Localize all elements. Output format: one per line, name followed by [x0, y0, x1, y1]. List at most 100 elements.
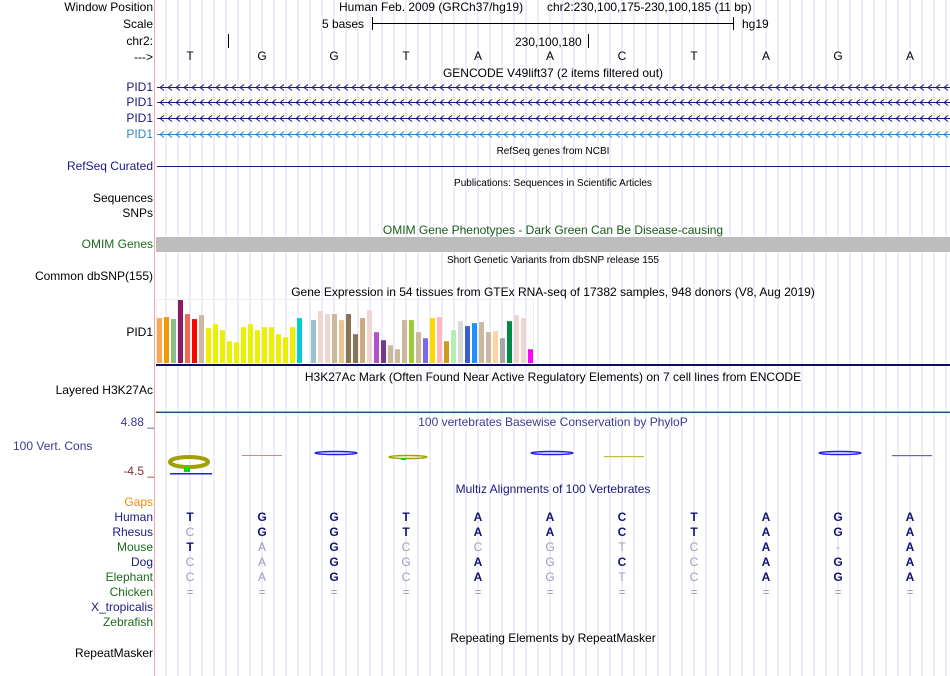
gtex-tissue-bar[interactable] — [486, 332, 491, 363]
aligned-base: A — [473, 570, 483, 584]
aligned-base: G — [545, 555, 555, 569]
gencode-item-label[interactable]: PID1 — [126, 80, 153, 94]
gencode-transcript[interactable] — [156, 98, 950, 107]
gtex-tissue-bar[interactable] — [192, 319, 197, 363]
gtex-tissue-bar[interactable] — [451, 330, 456, 363]
gtex-tissue-bar[interactable] — [283, 337, 288, 363]
gencode-transcript[interactable] — [156, 130, 950, 139]
gtex-tissue-bar[interactable] — [521, 318, 526, 363]
gtex-tissue-bar[interactable] — [185, 314, 190, 363]
gtex-tissue-bar[interactable] — [395, 349, 400, 363]
species-label[interactable]: Mouse — [116, 540, 153, 554]
gtex-tissue-bar[interactable] — [220, 330, 225, 363]
gtex-tissue-bar[interactable] — [458, 321, 463, 363]
gtex-title: Gene Expression in 54 tissues from GTEx … — [291, 285, 815, 299]
species-label[interactable]: X_tropicalis — [90, 600, 153, 614]
species-label[interactable]: Rhesus — [112, 525, 153, 539]
gtex-tissue-bar[interactable] — [199, 315, 204, 363]
omim-gene-bar[interactable] — [156, 237, 950, 252]
gtex-tissue-bar[interactable] — [437, 317, 442, 363]
gencode-title[interactable]: GENCODE V49lift37 (2 items filtered out) — [442, 66, 664, 80]
gtex-tissue-bar[interactable] — [234, 342, 239, 363]
gtex-tissue-bar[interactable] — [353, 334, 358, 363]
aligned-base: C — [689, 570, 699, 584]
gtex-tissue-bar[interactable] — [276, 334, 281, 363]
aligned-base: G — [329, 510, 339, 524]
gtex-tissue-bar[interactable] — [269, 327, 274, 363]
species-label[interactable]: Zebrafish — [102, 615, 153, 629]
coord-label: 230,100,180 — [515, 35, 582, 49]
gtex-tissue-bar[interactable] — [409, 320, 414, 363]
gtex-tissue-bar[interactable] — [444, 341, 449, 363]
gencode-transcript[interactable] — [156, 83, 950, 92]
gtex-tissue-bar[interactable] — [262, 327, 267, 363]
strand-arrows — [157, 115, 950, 122]
gtex-tissue-bar[interactable] — [311, 320, 316, 363]
gencode-item-label[interactable]: PID1 — [126, 95, 153, 109]
gtex-tissue-bar[interactable] — [500, 338, 505, 363]
gtex-tissue-bar[interactable] — [227, 341, 232, 363]
species-label[interactable]: Elephant — [105, 570, 153, 584]
gtex-tissue-bar[interactable] — [381, 340, 386, 363]
aligned-base: C — [185, 525, 195, 539]
publications-title: Publications: Sequences in Scientific Ar… — [454, 178, 652, 189]
phylop-label[interactable]: 100 Vert. Cons — [13, 439, 93, 453]
gtex-bar-chart[interactable] — [156, 299, 536, 365]
h3k27ac-label[interactable]: Layered H3K27Ac — [55, 383, 153, 397]
gtex-tissue-bar[interactable] — [346, 314, 351, 363]
gtex-tissue-bar[interactable] — [332, 314, 337, 363]
refseq-gene-line[interactable] — [157, 166, 950, 167]
gtex-tissue-bar[interactable] — [206, 328, 211, 363]
gtex-tissue-bar[interactable] — [290, 327, 295, 363]
aligned-base: G — [401, 555, 411, 569]
gtex-tissue-bar[interactable] — [241, 327, 246, 363]
aligned-base: C — [473, 540, 483, 554]
aligned-base: T — [186, 540, 194, 554]
gtex-tissue-bar[interactable] — [164, 317, 169, 363]
sequence-base: C — [617, 49, 627, 63]
repeatmasker-label[interactable]: RepeatMasker — [74, 646, 153, 660]
species-label[interactable]: Chicken — [109, 585, 153, 599]
gtex-tissue-bar[interactable] — [248, 324, 253, 363]
gencode-transcript[interactable] — [156, 114, 950, 123]
publications-label-snps[interactable]: SNPs — [122, 206, 153, 220]
refseq-label[interactable]: RefSeq Curated — [66, 159, 153, 173]
species-label[interactable]: Dog — [130, 555, 153, 569]
gaps-label[interactable]: Gaps — [124, 495, 153, 509]
species-label[interactable]: Human — [114, 510, 153, 524]
aligned-base: A — [761, 510, 771, 524]
gtex-label[interactable]: PID1 — [126, 325, 153, 339]
gtex-tissue-bar[interactable] — [213, 324, 218, 363]
gtex-tissue-bar[interactable] — [171, 319, 176, 363]
gtex-tissue-bar[interactable] — [479, 322, 484, 363]
gtex-tissue-bar[interactable] — [157, 318, 162, 363]
gtex-tissue-bar[interactable] — [255, 330, 260, 363]
gtex-tissue-bar[interactable] — [465, 326, 470, 363]
gencode-item-label[interactable]: PID1 — [126, 111, 153, 125]
omim-label[interactable]: OMIM Genes — [81, 237, 153, 251]
sequence-base: A — [761, 49, 770, 63]
gtex-tissue-bar[interactable] — [318, 311, 323, 363]
gtex-tissue-bar[interactable] — [507, 321, 512, 363]
gtex-tissue-bar[interactable] — [423, 338, 428, 363]
gtex-tissue-bar[interactable] — [367, 310, 372, 363]
gtex-tissue-bar[interactable] — [388, 345, 393, 363]
gtex-tissue-bar[interactable] — [416, 332, 421, 363]
gtex-tissue-bar[interactable] — [472, 323, 477, 363]
gtex-tissue-bar[interactable] — [374, 332, 379, 363]
publications-label-sequences[interactable]: Sequences — [92, 191, 153, 205]
gtex-tissue-bar[interactable] — [430, 318, 435, 363]
gtex-tissue-bar[interactable] — [402, 320, 407, 363]
gtex-tissue-bar[interactable] — [325, 314, 330, 363]
gtex-tissue-bar[interactable] — [528, 349, 533, 363]
gtex-tissue-bar[interactable] — [514, 315, 519, 363]
gtex-tissue-bar[interactable] — [360, 318, 365, 363]
gtex-tissue-bar[interactable] — [297, 318, 302, 363]
gtex-tissue-bar[interactable] — [493, 331, 498, 363]
gtex-tissue-bar[interactable] — [178, 300, 183, 363]
dbsnp-label[interactable]: Common dbSNP(155) — [34, 269, 153, 283]
gtex-tissue-bar[interactable] — [339, 320, 344, 363]
gencode-item-label[interactable]: PID1 — [126, 127, 153, 141]
aligned-base: A — [761, 540, 771, 554]
chrom-label: chr2: — [126, 34, 153, 48]
